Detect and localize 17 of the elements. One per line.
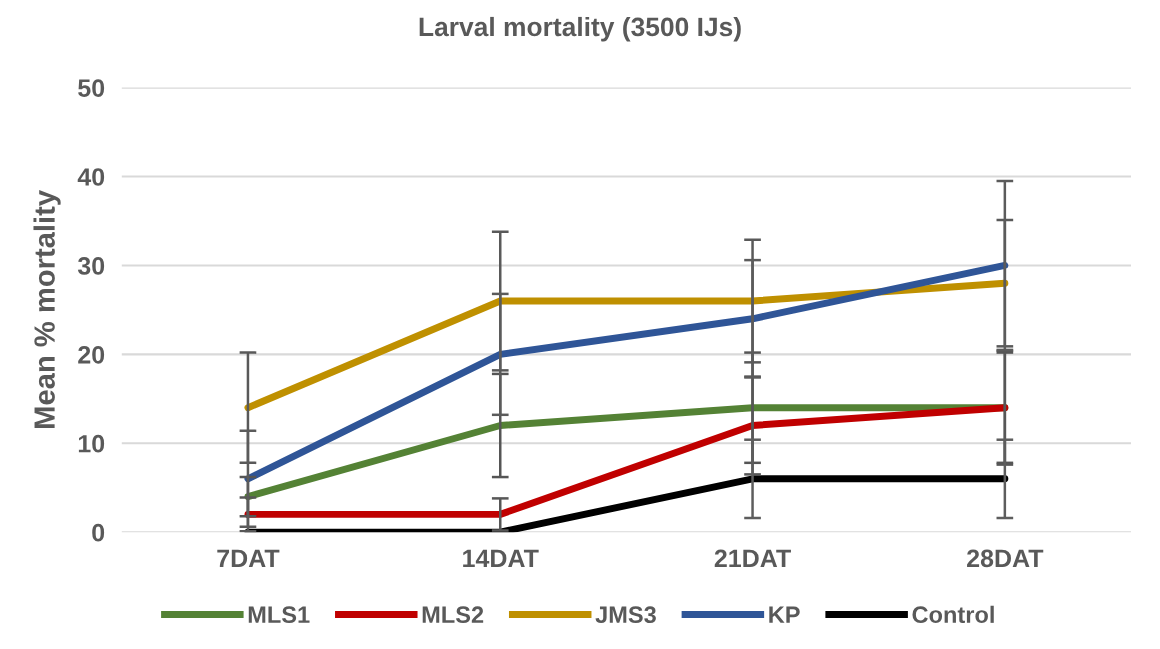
x-tick-label: 14DAT xyxy=(463,549,539,567)
y-tick-label: 30 xyxy=(77,257,105,275)
y-tick-label: 10 xyxy=(78,434,105,453)
legend-label: Control xyxy=(912,605,994,624)
y-tick-label: 40 xyxy=(77,168,105,186)
x-tick-label: 21DAT xyxy=(714,549,791,567)
legend-label: KP xyxy=(769,606,800,623)
chart-title: Larval mortality (3500 IJs) xyxy=(419,16,741,42)
legend-label: MLS2 xyxy=(422,606,484,624)
legend-label: MLS1 xyxy=(248,606,310,624)
legend-label: JMS3 xyxy=(595,606,656,624)
y-axis-title: Mean % mortality xyxy=(33,190,61,428)
x-tick-label: 7DAT xyxy=(217,549,280,567)
x-tick-label: 28DAT xyxy=(967,549,1044,568)
y-tick-label: 50 xyxy=(78,79,105,97)
y-tick-label: 0 xyxy=(92,523,105,542)
y-tick-label: 20 xyxy=(78,345,105,364)
